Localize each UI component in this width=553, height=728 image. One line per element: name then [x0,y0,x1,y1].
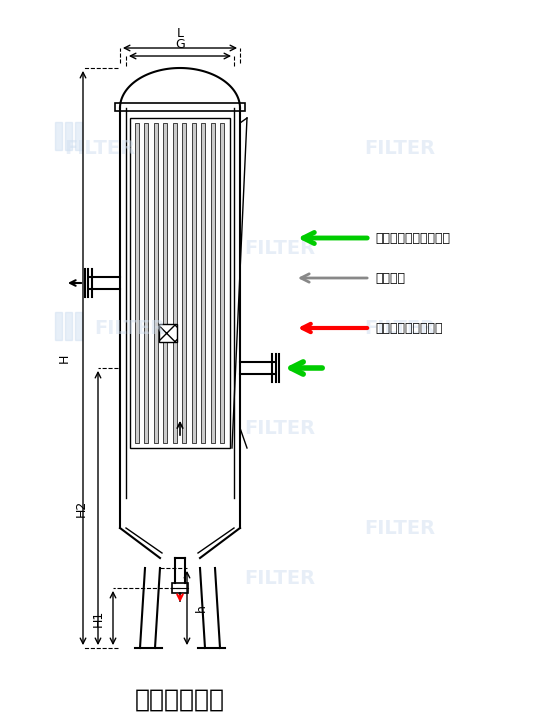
Text: h: h [195,604,208,612]
Text: FILTER: FILTER [95,319,165,338]
Bar [144,123,148,443]
Text: 外形尺寸简图: 外形尺寸简图 [135,688,225,712]
Bar [215,222,222,250]
Text: 含有水、油、粉尘气体: 含有水、油、粉尘气体 [375,232,450,245]
Text: FILTER: FILTER [65,138,135,157]
Bar [65,312,72,340]
Text: FILTER: FILTER [244,569,316,587]
Bar [130,118,230,448]
Bar [215,402,222,430]
Text: FILTER: FILTER [244,419,316,438]
Bar [65,122,72,150]
Bar [221,123,225,443]
Bar [211,123,215,443]
Bar [172,583,188,593]
Bar [201,123,205,443]
Bar [205,402,212,430]
Text: 水、油、粉尘排泄物: 水、油、粉尘排泄物 [375,322,442,334]
Bar [135,123,139,443]
Text: FILTER: FILTER [364,138,436,157]
Bar [195,402,202,430]
Bar [163,123,167,443]
Bar [173,123,176,443]
Bar [195,222,202,250]
Bar [115,103,245,111]
Text: FILTER: FILTER [244,239,316,258]
Bar [75,312,82,340]
Bar [55,122,62,150]
Text: L: L [176,27,184,40]
Text: H1: H1 [92,609,105,627]
Text: FILTER: FILTER [364,518,436,537]
Text: H: H [58,353,71,363]
Text: FILTER: FILTER [364,319,436,338]
Bar [55,312,62,340]
Text: H2: H2 [75,499,88,517]
Bar [205,222,212,250]
Bar [75,122,82,150]
Text: G: G [175,38,185,51]
Bar [182,123,186,443]
Text: 洁净气体: 洁净气体 [375,272,405,285]
Bar [154,123,158,443]
Bar [159,323,177,341]
Bar [192,123,196,443]
